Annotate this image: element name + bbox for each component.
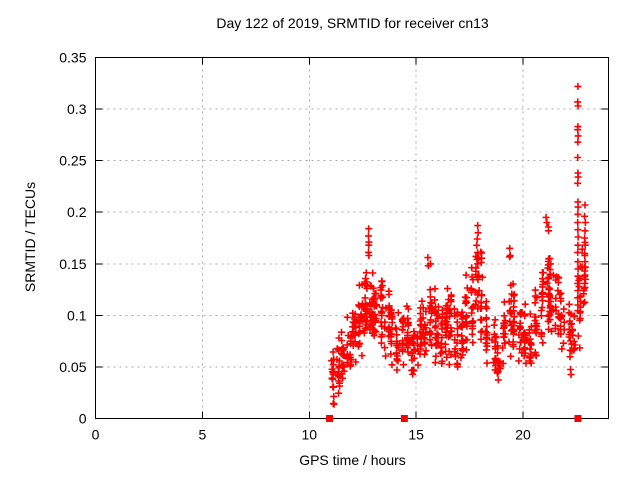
zero-value-marker [326,415,334,422]
tick-marks [95,57,609,419]
y-tick-label: 0.15 [59,256,86,272]
y-tick-label: 0.1 [67,307,87,323]
y-tick-label: 0.2 [67,204,87,220]
zero-value-marker [400,415,408,422]
gridlines [95,57,609,419]
x-tick-label: 15 [408,427,424,443]
y-tick-label: 0.05 [59,359,86,375]
x-tick-label: 20 [515,427,531,443]
chart-title: Day 122 of 2019, SRMTID for receiver cn1… [216,15,489,31]
plot-border [95,57,609,419]
x-axis-label: GPS time / hours [299,452,406,468]
y-tick-label: 0.35 [59,50,86,66]
y-tick-label: 0 [79,411,87,427]
x-tick-label: 10 [301,427,317,443]
y-tick-label: 0.3 [67,101,87,117]
data-points [328,82,589,408]
y-axis-label: SRMTID / TECUs [22,181,38,293]
y-tick-label: 0.25 [59,153,86,169]
zero-value-marker [574,415,582,422]
x-tick-label: 5 [198,427,206,443]
x-tick-label: 0 [92,427,100,443]
